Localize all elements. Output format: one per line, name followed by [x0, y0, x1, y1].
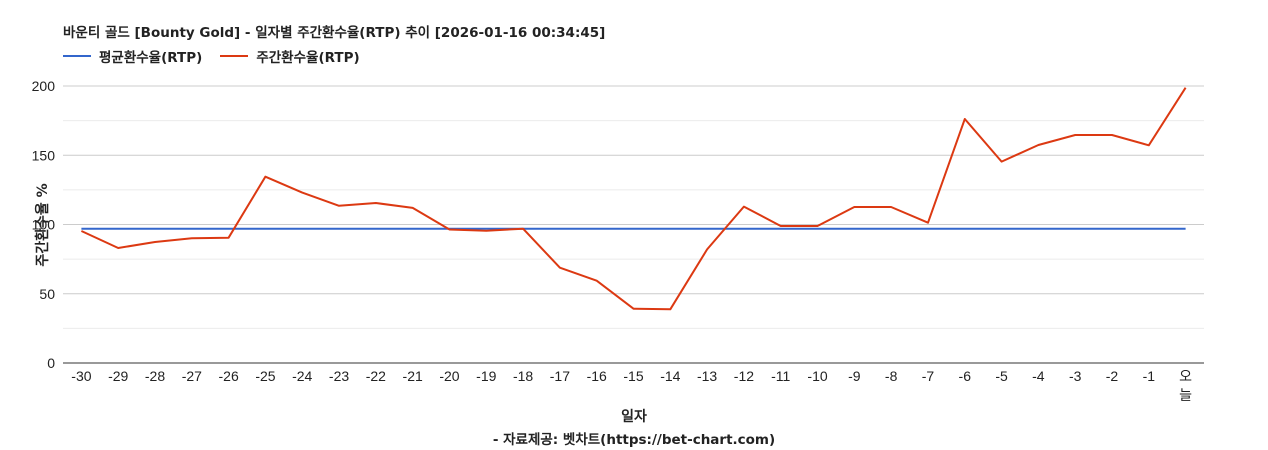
legend: 평균환수율(RTP) 주간환수율(RTP)	[63, 46, 378, 66]
x-tick-label: -11	[771, 368, 790, 384]
x-axis-ticks: -30 -29 -28 -27 -26 -25 -24 -23 -22 -21 -20 -19 -18 -…	[71, 368, 1192, 403]
x-tick-label: -18	[513, 368, 533, 384]
series-line[interactable]	[80, 87, 1187, 311]
x-tick-label: -2	[1106, 368, 1119, 384]
y-tick-label: 50	[39, 286, 55, 302]
x-axis-title: 일자	[621, 409, 647, 425]
x-tick-label: -13	[697, 368, 717, 384]
x-tick-label: -15	[623, 368, 643, 384]
x-tick-label: -29	[108, 368, 128, 384]
x-tick-label: -5	[995, 368, 1008, 384]
y-tick-label: 200	[32, 78, 56, 94]
x-tick-label: 오	[1179, 368, 1192, 384]
chart-title: 바운티 골드 [Bounty Gold] - 일자별 주간환수율(RTP) 추이…	[63, 25, 606, 41]
x-tick-label: -26	[219, 368, 239, 384]
source-credit: - 자료제공: 벳차트(https://bet-chart.com)	[492, 432, 776, 448]
x-tick-label: -16	[587, 368, 607, 384]
legend-item-weekly[interactable]: 주간환수율(RTP)	[220, 46, 360, 66]
x-tick-label: -27	[182, 368, 202, 384]
legend-label: 주간환수율(RTP)	[256, 50, 360, 66]
x-tick-label: -30	[71, 368, 91, 384]
x-tick-label: -23	[329, 368, 349, 384]
x-tick-label: -20	[439, 368, 459, 384]
x-tick-label: -14	[660, 368, 680, 384]
legend-label: 평균환수율(RTP)	[99, 50, 203, 66]
x-tick-label: -22	[366, 368, 386, 384]
x-tick-label: -17	[550, 368, 570, 384]
x-tick-label: -28	[145, 368, 165, 384]
x-tick-label: -24	[292, 368, 312, 384]
x-tick-label: -12	[734, 368, 754, 384]
x-tick-label: -6	[959, 368, 972, 384]
y-tick-label: 100	[32, 217, 56, 233]
x-tick-label: -3	[1069, 368, 1082, 384]
x-tick-label: -19	[476, 368, 496, 384]
x-tick-label: -7	[922, 368, 935, 384]
x-tick-label: -8	[885, 368, 898, 384]
legend-line-icon	[220, 55, 249, 57]
x-tick-label: -1	[1143, 368, 1156, 384]
x-tick-label: 늘	[1179, 387, 1192, 403]
y-axis-ticks: 0 50 100 150 200	[32, 78, 56, 371]
series-lines	[80, 87, 1187, 311]
legend-item-average[interactable]: 평균환수율(RTP)	[63, 46, 202, 66]
x-tick-label: -10	[807, 368, 827, 384]
legend-line-icon	[63, 55, 91, 57]
y-tick-label: 0	[47, 355, 55, 371]
x-tick-label: -4	[1032, 368, 1045, 384]
x-tick-label: -21	[403, 368, 423, 384]
y-axis-title: 주간환수율 %	[34, 183, 51, 266]
gridlines	[63, 85, 1204, 364]
y-tick-label: 150	[32, 147, 56, 163]
x-tick-label: -9	[848, 368, 861, 384]
x-tick-label: -25	[255, 368, 275, 384]
